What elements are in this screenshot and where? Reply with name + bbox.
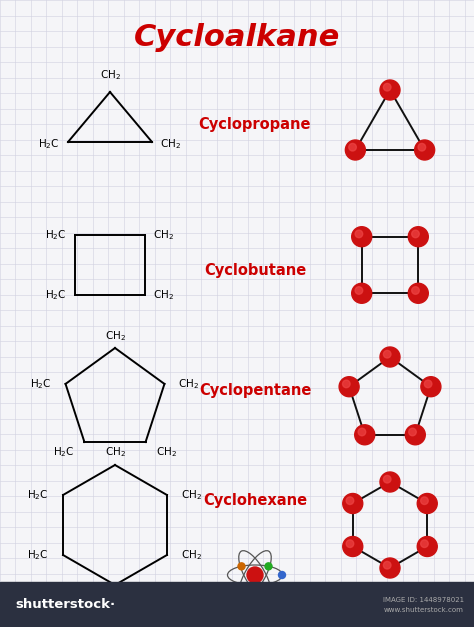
Text: Cyclohexane: Cyclohexane xyxy=(203,492,307,507)
Circle shape xyxy=(343,493,363,514)
Text: H$_2$C: H$_2$C xyxy=(53,445,74,459)
Circle shape xyxy=(346,497,354,505)
Circle shape xyxy=(383,475,391,483)
Circle shape xyxy=(412,287,419,294)
Text: Cyclopentane: Cyclopentane xyxy=(199,382,311,398)
Circle shape xyxy=(355,287,363,294)
Circle shape xyxy=(355,424,375,445)
Circle shape xyxy=(343,380,350,387)
Circle shape xyxy=(279,571,285,579)
Circle shape xyxy=(346,140,365,160)
Text: IMAGE ID: 1448978021: IMAGE ID: 1448978021 xyxy=(383,596,464,603)
Circle shape xyxy=(417,493,437,514)
Circle shape xyxy=(265,563,272,570)
Text: CH$_2$: CH$_2$ xyxy=(181,548,202,562)
Text: CH$_2$: CH$_2$ xyxy=(155,445,176,459)
Text: H$_2$C: H$_2$C xyxy=(30,377,52,391)
Text: Cycloalkane: Cycloalkane xyxy=(134,23,340,53)
Text: shutterstock·: shutterstock· xyxy=(15,598,115,611)
Circle shape xyxy=(421,377,441,397)
Circle shape xyxy=(408,227,428,246)
Circle shape xyxy=(412,230,419,238)
Circle shape xyxy=(405,424,425,445)
Text: CH$_2$: CH$_2$ xyxy=(160,137,181,151)
Circle shape xyxy=(349,144,356,151)
Text: CH$_2$: CH$_2$ xyxy=(178,377,200,391)
Text: www.shutterstock.com: www.shutterstock.com xyxy=(384,608,464,613)
Circle shape xyxy=(238,563,245,570)
Circle shape xyxy=(339,377,359,397)
Circle shape xyxy=(380,347,400,367)
Text: CH$_2$: CH$_2$ xyxy=(104,591,126,605)
Text: H$_2$C: H$_2$C xyxy=(27,488,49,502)
Circle shape xyxy=(415,140,435,160)
Text: H$_2$C: H$_2$C xyxy=(46,288,67,302)
Text: CH$_2$: CH$_2$ xyxy=(181,488,202,502)
Circle shape xyxy=(247,567,263,583)
Text: CH$_2$: CH$_2$ xyxy=(100,68,120,82)
Circle shape xyxy=(418,144,426,151)
Text: H$_2$C: H$_2$C xyxy=(38,137,60,151)
Circle shape xyxy=(343,537,363,557)
Circle shape xyxy=(409,428,416,436)
Circle shape xyxy=(420,540,428,547)
Text: H$_2$C: H$_2$C xyxy=(46,228,67,242)
Text: CH$_2$: CH$_2$ xyxy=(104,329,126,343)
Circle shape xyxy=(380,472,400,492)
Text: Cyclopropane: Cyclopropane xyxy=(199,117,311,132)
Text: H$_2$C: H$_2$C xyxy=(27,548,49,562)
Circle shape xyxy=(408,283,428,303)
Circle shape xyxy=(346,540,354,547)
Circle shape xyxy=(383,350,391,358)
Text: CH$_2$: CH$_2$ xyxy=(153,288,174,302)
Circle shape xyxy=(424,380,432,387)
Circle shape xyxy=(420,497,428,505)
Text: CH$_2$: CH$_2$ xyxy=(104,445,126,459)
Text: CH$_2$: CH$_2$ xyxy=(153,228,174,242)
Circle shape xyxy=(355,230,363,238)
Circle shape xyxy=(380,80,400,100)
Circle shape xyxy=(352,227,372,246)
Text: Cyclobutane: Cyclobutane xyxy=(204,263,306,278)
Circle shape xyxy=(352,283,372,303)
Circle shape xyxy=(380,558,400,578)
Circle shape xyxy=(383,83,391,91)
Circle shape xyxy=(358,428,366,436)
Bar xyxy=(0,582,474,627)
Circle shape xyxy=(417,537,437,557)
Circle shape xyxy=(383,561,391,569)
